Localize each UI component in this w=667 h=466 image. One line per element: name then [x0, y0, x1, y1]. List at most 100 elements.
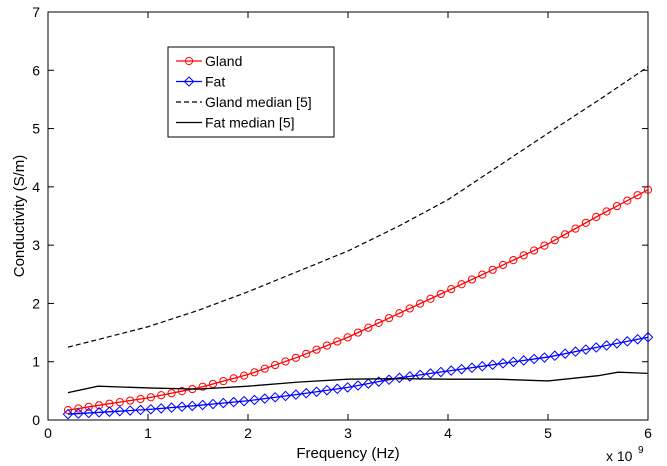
- series-line-gland-median-5: [67, 66, 649, 348]
- fat-marker: [145, 403, 157, 415]
- gland-marker: [291, 353, 300, 362]
- gland-marker: [374, 318, 383, 328]
- y-tick-label: 7: [32, 4, 40, 20]
- fat-marker: [394, 372, 405, 384]
- fat-marker: [114, 405, 126, 417]
- gland-marker: [343, 333, 352, 342]
- fat-marker: [518, 355, 530, 366]
- legend-label: Gland: [205, 53, 242, 69]
- gland-marker: [239, 371, 249, 380]
- fat-marker: [73, 408, 84, 419]
- series-gland: [63, 185, 653, 415]
- x-tick-label: 3: [344, 425, 352, 441]
- legend-fat-marker: [183, 76, 195, 87]
- gland-marker: [498, 260, 508, 270]
- gland-marker: [126, 396, 135, 405]
- legend-entry-fat: Fat: [176, 74, 225, 90]
- gland-marker: [436, 289, 445, 299]
- x-tick-label: 0: [44, 425, 52, 441]
- gland-marker: [602, 207, 611, 216]
- gland-marker: [571, 224, 580, 233]
- x-tick-label: 2: [244, 425, 252, 441]
- legend-gland-marker: [184, 56, 194, 66]
- fat-marker: [104, 406, 115, 418]
- y-tick-label: 6: [32, 62, 40, 78]
- gland-marker: [353, 328, 363, 337]
- gland-marker: [540, 241, 549, 250]
- fat-marker: [197, 399, 208, 411]
- fat-marker: [155, 403, 167, 414]
- legend: Gland Fat Gland median [5] Fat median [5]: [167, 46, 335, 138]
- gland-marker: [136, 394, 145, 404]
- gland-marker: [260, 364, 269, 373]
- axis-tick-labels: 0 1 2 3 4 5 6 0 1 2 3 4 5 6 7: [32, 4, 652, 441]
- fat-marker: [166, 402, 177, 413]
- gland-marker: [167, 389, 176, 398]
- gland-marker: [519, 251, 528, 260]
- y-tick-label: 1: [32, 354, 40, 370]
- gland-marker: [312, 345, 321, 354]
- gland-marker: [467, 275, 477, 284]
- fat-marker: [632, 333, 643, 345]
- series-gland-median-5: [67, 66, 649, 348]
- gland-marker: [478, 270, 487, 279]
- gland-marker: [322, 341, 332, 350]
- fat-marker: [290, 389, 302, 400]
- fat-marker: [83, 407, 95, 419]
- x-tick-label: 1: [144, 425, 152, 441]
- gland-marker: [488, 265, 497, 274]
- gland-marker: [592, 212, 601, 222]
- y-tick-label: 5: [32, 121, 40, 137]
- fat-marker: [456, 363, 467, 375]
- x-axis-multiplier: x 10: [606, 448, 633, 464]
- gland-marker: [115, 398, 124, 407]
- series-fat: [62, 331, 654, 420]
- fat-marker: [331, 383, 343, 395]
- gland-marker: [177, 387, 187, 396]
- gland-marker: [157, 391, 166, 400]
- gland-marker: [271, 360, 280, 370]
- fat-marker: [176, 401, 188, 413]
- gland-marker: [529, 246, 539, 255]
- fat-marker: [508, 356, 519, 368]
- fat-marker: [549, 350, 561, 362]
- series-fat-median-5: [67, 371, 649, 394]
- gland-marker: [395, 309, 404, 318]
- fat-marker: [425, 368, 436, 379]
- y-tick-label: 2: [32, 295, 40, 311]
- y-tick-label: 3: [32, 237, 40, 253]
- fat-marker: [466, 362, 478, 373]
- y-tick-label: 0: [32, 412, 40, 428]
- fat-marker: [259, 393, 271, 404]
- fat-marker: [497, 358, 509, 369]
- x-tick-label: 4: [444, 425, 452, 441]
- fat-marker: [580, 344, 592, 355]
- fat-marker: [238, 395, 250, 407]
- fat-marker: [414, 369, 426, 381]
- fat-marker: [570, 346, 581, 357]
- gland-marker: [643, 185, 653, 194]
- fat-marker: [321, 385, 333, 396]
- fat-marker: [218, 397, 229, 409]
- gland-marker: [509, 256, 518, 265]
- series-line-fat-median-5: [67, 371, 649, 394]
- legend-entry-gland: Gland: [176, 53, 242, 69]
- fat-marker: [228, 396, 240, 408]
- x-tick-label: 5: [544, 425, 552, 441]
- gland-marker: [384, 313, 394, 323]
- fat-marker: [528, 353, 540, 365]
- gland-marker: [208, 379, 218, 389]
- gland-marker: [581, 218, 590, 227]
- gland-marker: [633, 191, 642, 200]
- gland-marker: [550, 236, 559, 245]
- legend-entry-gland-median-5: Gland median [5]: [176, 94, 312, 110]
- legend-label: Gland median [5]: [205, 94, 312, 110]
- gland-marker: [364, 323, 373, 332]
- gland-marker: [333, 337, 342, 346]
- gland-marker: [426, 294, 435, 303]
- legend-label: Fat: [205, 74, 225, 90]
- y-axis-label: Conductivity (S/m): [11, 155, 28, 278]
- gland-marker: [219, 377, 228, 386]
- gland-marker: [447, 285, 456, 294]
